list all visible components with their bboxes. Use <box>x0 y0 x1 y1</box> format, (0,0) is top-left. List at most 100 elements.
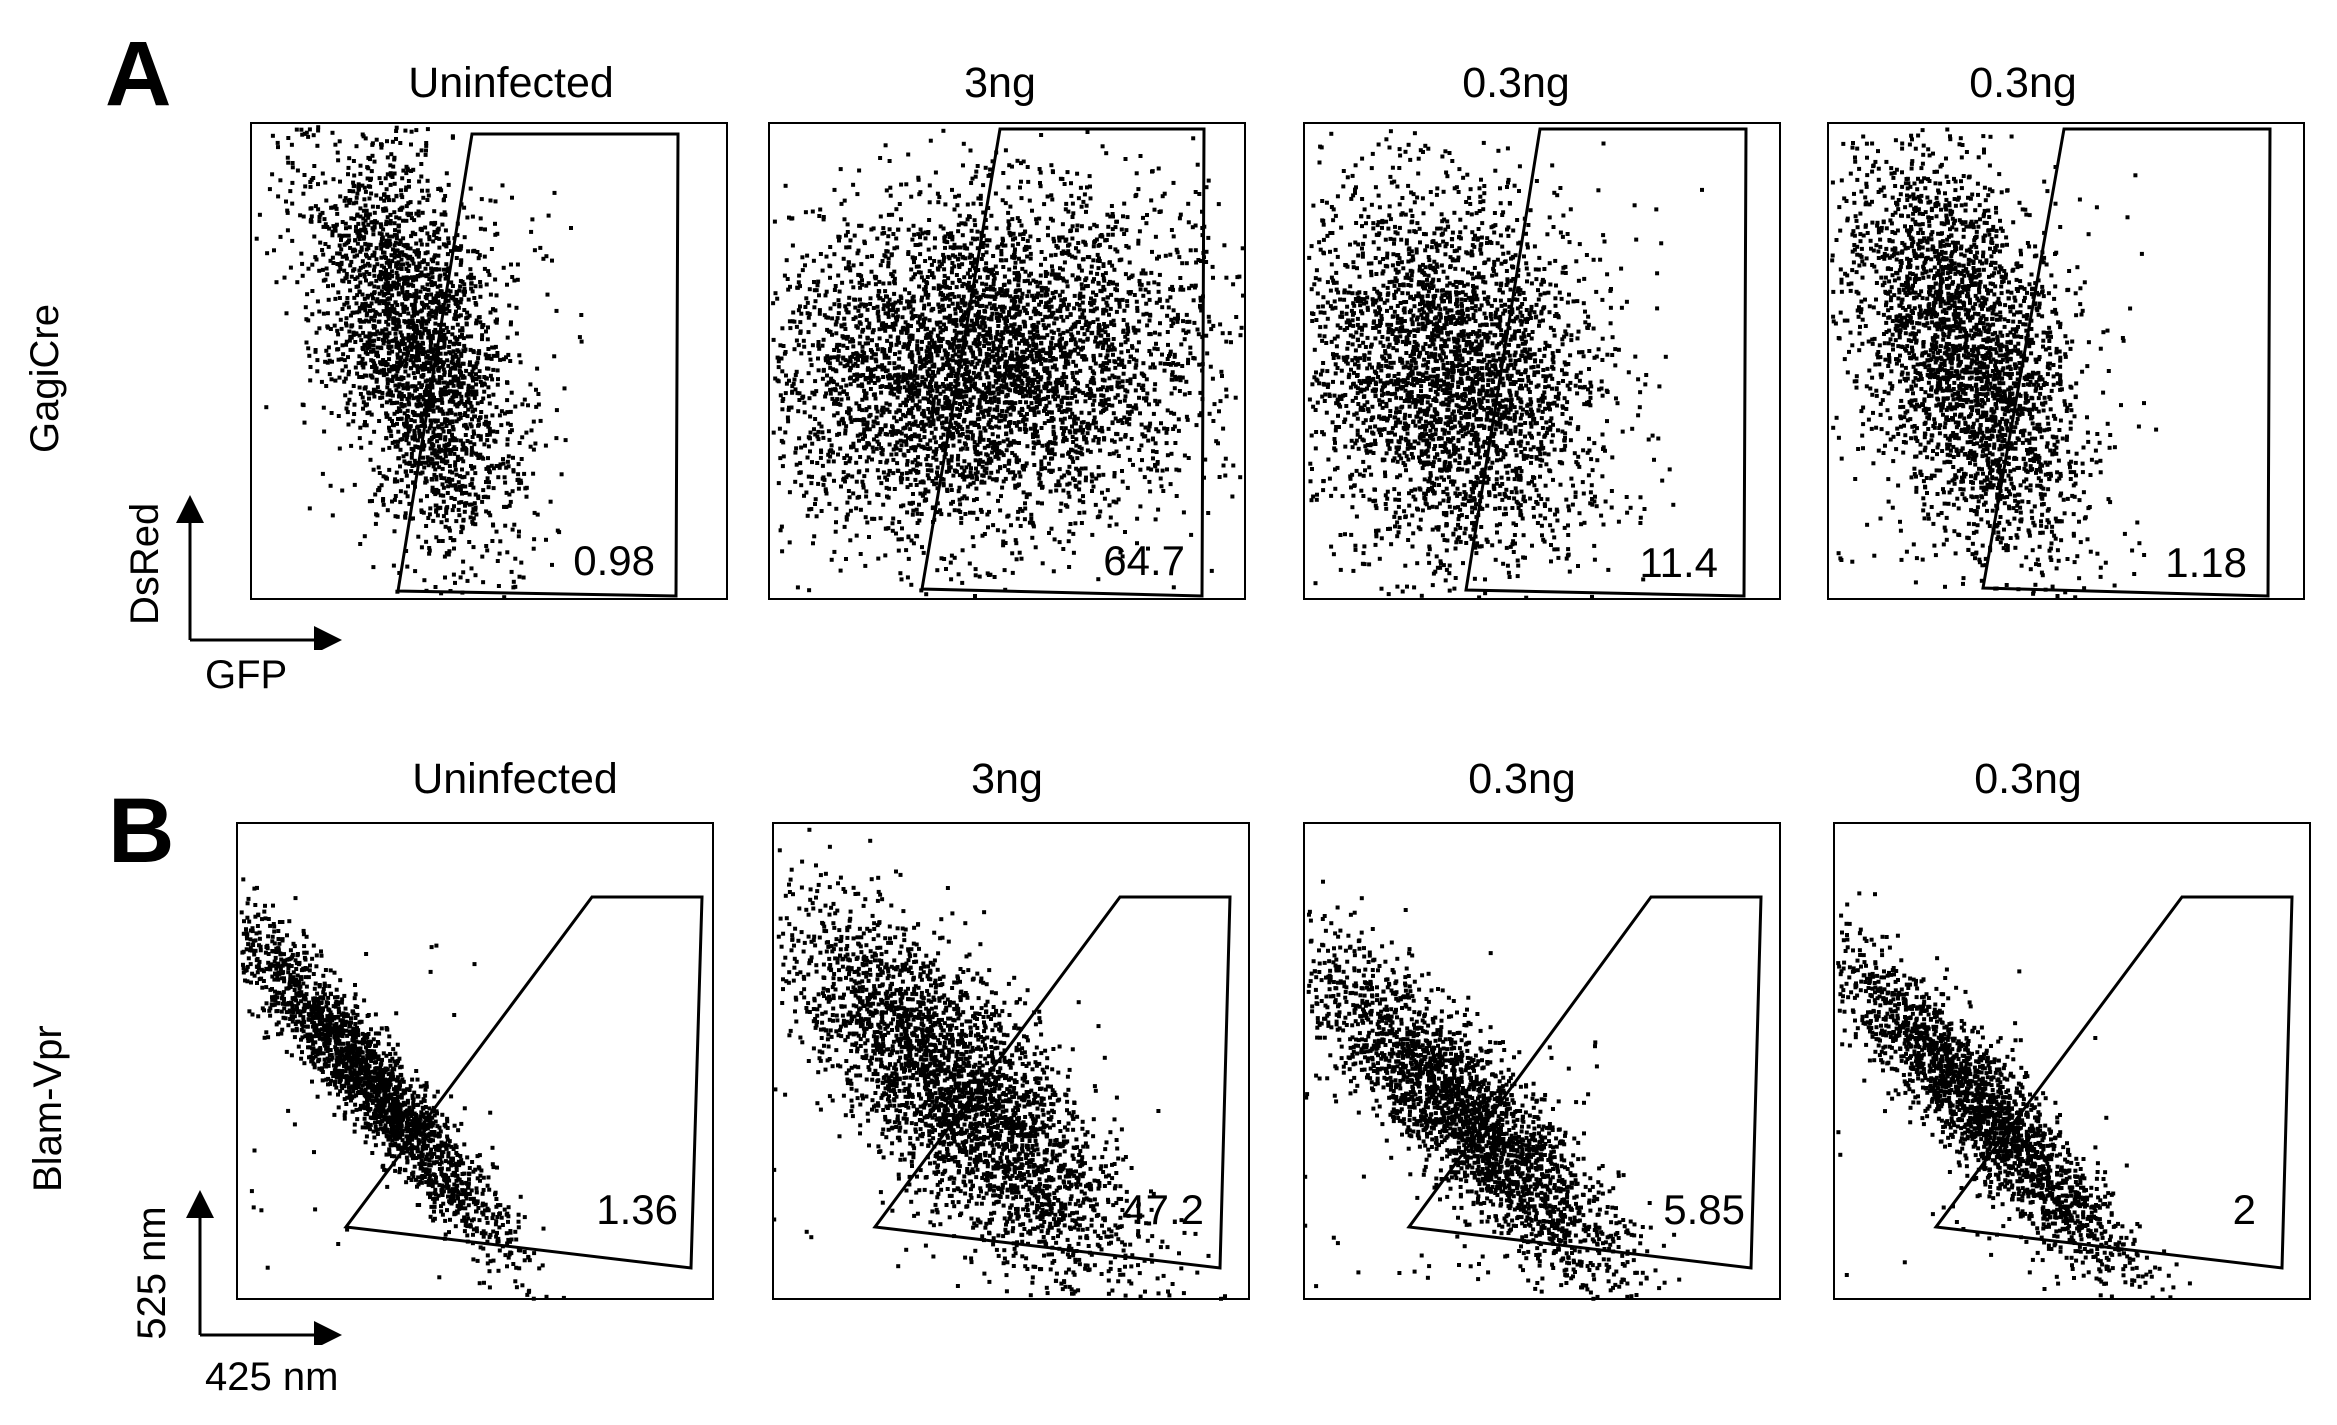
scatter-point <box>928 438 933 443</box>
scatter-point <box>956 489 961 494</box>
scatter-point <box>887 382 892 387</box>
scatter-point <box>406 283 411 288</box>
scatter-point <box>439 397 444 402</box>
scatter-point <box>363 420 367 424</box>
scatter-point <box>1138 154 1143 158</box>
scatter-point <box>419 335 424 340</box>
scatter-point <box>435 357 440 362</box>
scatter-point <box>1017 256 1021 261</box>
scatter-point <box>381 208 386 213</box>
scatter-point <box>340 307 345 311</box>
scatter-point <box>900 526 904 531</box>
scatter-point <box>1084 357 1089 362</box>
scatter-point <box>392 171 397 176</box>
scatter-point <box>372 290 377 295</box>
scatter-point <box>367 256 372 261</box>
scatter-point <box>1050 447 1055 452</box>
scatter-point <box>1099 425 1104 430</box>
scatter-point <box>456 376 461 381</box>
scatter-point <box>445 505 450 510</box>
scatter-point <box>998 508 1003 513</box>
scatter-point <box>326 244 331 249</box>
scatter-point <box>380 359 385 364</box>
scatter-point <box>382 275 387 280</box>
scatter-point <box>350 249 355 254</box>
scatter-point <box>470 392 475 397</box>
scatter-point <box>368 304 372 309</box>
scatter-point <box>978 458 983 463</box>
scatter-point <box>421 347 426 351</box>
scatter-point <box>360 346 365 350</box>
scatter-point <box>1059 354 1064 359</box>
scatter-point <box>437 277 442 282</box>
scatter-point <box>484 356 489 361</box>
scatter-point <box>404 266 409 271</box>
scatter-point <box>482 254 487 259</box>
scatter-point <box>491 429 496 434</box>
scatter-point <box>363 334 368 339</box>
scatter-point <box>439 476 444 480</box>
scatter-point <box>824 254 829 259</box>
scatter-point <box>474 318 479 323</box>
scatter-point <box>1110 232 1115 237</box>
scatter-point <box>351 384 356 388</box>
scatter-point <box>431 464 436 469</box>
scatter-point <box>431 443 436 448</box>
scatter-point <box>1141 215 1145 220</box>
scatter-point <box>917 314 922 319</box>
scatter-point <box>495 429 500 434</box>
scatter-point <box>355 275 360 280</box>
scatter-point <box>443 228 448 233</box>
scatter-point <box>808 449 812 454</box>
scatter-point <box>375 513 380 518</box>
scatter-point <box>975 417 980 422</box>
scatter-point <box>1091 484 1096 489</box>
scatter-point <box>355 371 360 376</box>
scatter-point <box>390 349 395 354</box>
scatter-point <box>458 279 463 283</box>
scatter-point <box>444 551 449 556</box>
scatter-point <box>1164 441 1169 446</box>
scatter-point <box>438 310 443 314</box>
scatter-point <box>360 375 365 379</box>
scatter-point <box>1036 410 1041 415</box>
scatter-point <box>390 440 395 445</box>
scatter-point <box>935 389 940 394</box>
scatter-point <box>960 262 965 267</box>
scatter-point <box>967 302 972 307</box>
scatter-point <box>946 276 951 281</box>
scatter-point <box>1039 462 1044 467</box>
scatter-point <box>1050 365 1055 370</box>
scatter-point <box>360 183 365 188</box>
scatter-point <box>339 357 344 362</box>
scatter-point <box>894 342 899 347</box>
scatter-point <box>950 354 955 359</box>
scatter-point <box>836 234 841 239</box>
scatter-point <box>414 288 419 293</box>
scatter-point <box>450 357 455 362</box>
gate-polygon <box>396 132 680 598</box>
scatter-point <box>1022 414 1027 419</box>
scatter-point <box>458 313 463 318</box>
scatter-point <box>1210 264 1215 269</box>
scatter-point <box>454 487 459 492</box>
scatter-point <box>975 373 980 378</box>
scatter-point <box>371 343 376 348</box>
scatter-point <box>1101 284 1106 289</box>
scatter-point <box>373 492 378 497</box>
scatter-point <box>495 317 499 322</box>
scatter-point <box>919 427 924 432</box>
scatter-point <box>970 436 975 441</box>
scatter-point <box>996 456 1001 461</box>
scatter-point <box>965 285 970 290</box>
scatter-point <box>475 250 480 254</box>
scatter-point <box>875 311 880 316</box>
scatter-point <box>356 182 361 187</box>
scatter-point <box>401 403 406 408</box>
scatter-point <box>980 390 985 395</box>
scatter-point <box>497 413 502 418</box>
scatter-point <box>992 358 997 363</box>
scatter-point <box>391 326 396 331</box>
scatter-point <box>438 357 443 362</box>
scatter-point <box>272 248 276 253</box>
